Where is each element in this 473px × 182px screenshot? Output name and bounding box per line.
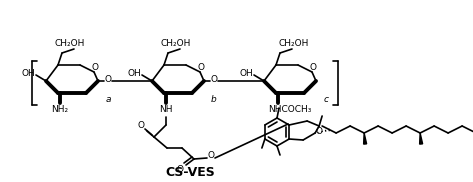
Text: NHCOCH₃: NHCOCH₃ [268,106,312,114]
Text: O: O [210,76,218,84]
Text: O: O [208,151,214,161]
Text: OH: OH [21,70,35,78]
Text: OH: OH [127,70,141,78]
Text: CH₂OH: CH₂OH [161,39,191,48]
Text: O: O [309,64,316,72]
Text: O: O [176,165,184,173]
Text: b: b [211,94,217,104]
Text: O: O [105,76,112,84]
Text: CH₂OH: CH₂OH [279,39,309,48]
Text: CS-VES: CS-VES [165,165,215,179]
Polygon shape [420,133,422,144]
Polygon shape [364,133,367,144]
Text: NH: NH [159,106,173,114]
Text: CH₂OH: CH₂OH [55,39,85,48]
Text: c: c [324,94,329,104]
Text: O: O [198,64,204,72]
Text: OH: OH [239,70,253,78]
Text: O: O [315,128,323,136]
Text: a: a [105,94,111,104]
Text: O: O [91,64,98,72]
Text: NH₂: NH₂ [52,106,69,114]
Text: O: O [138,120,144,130]
